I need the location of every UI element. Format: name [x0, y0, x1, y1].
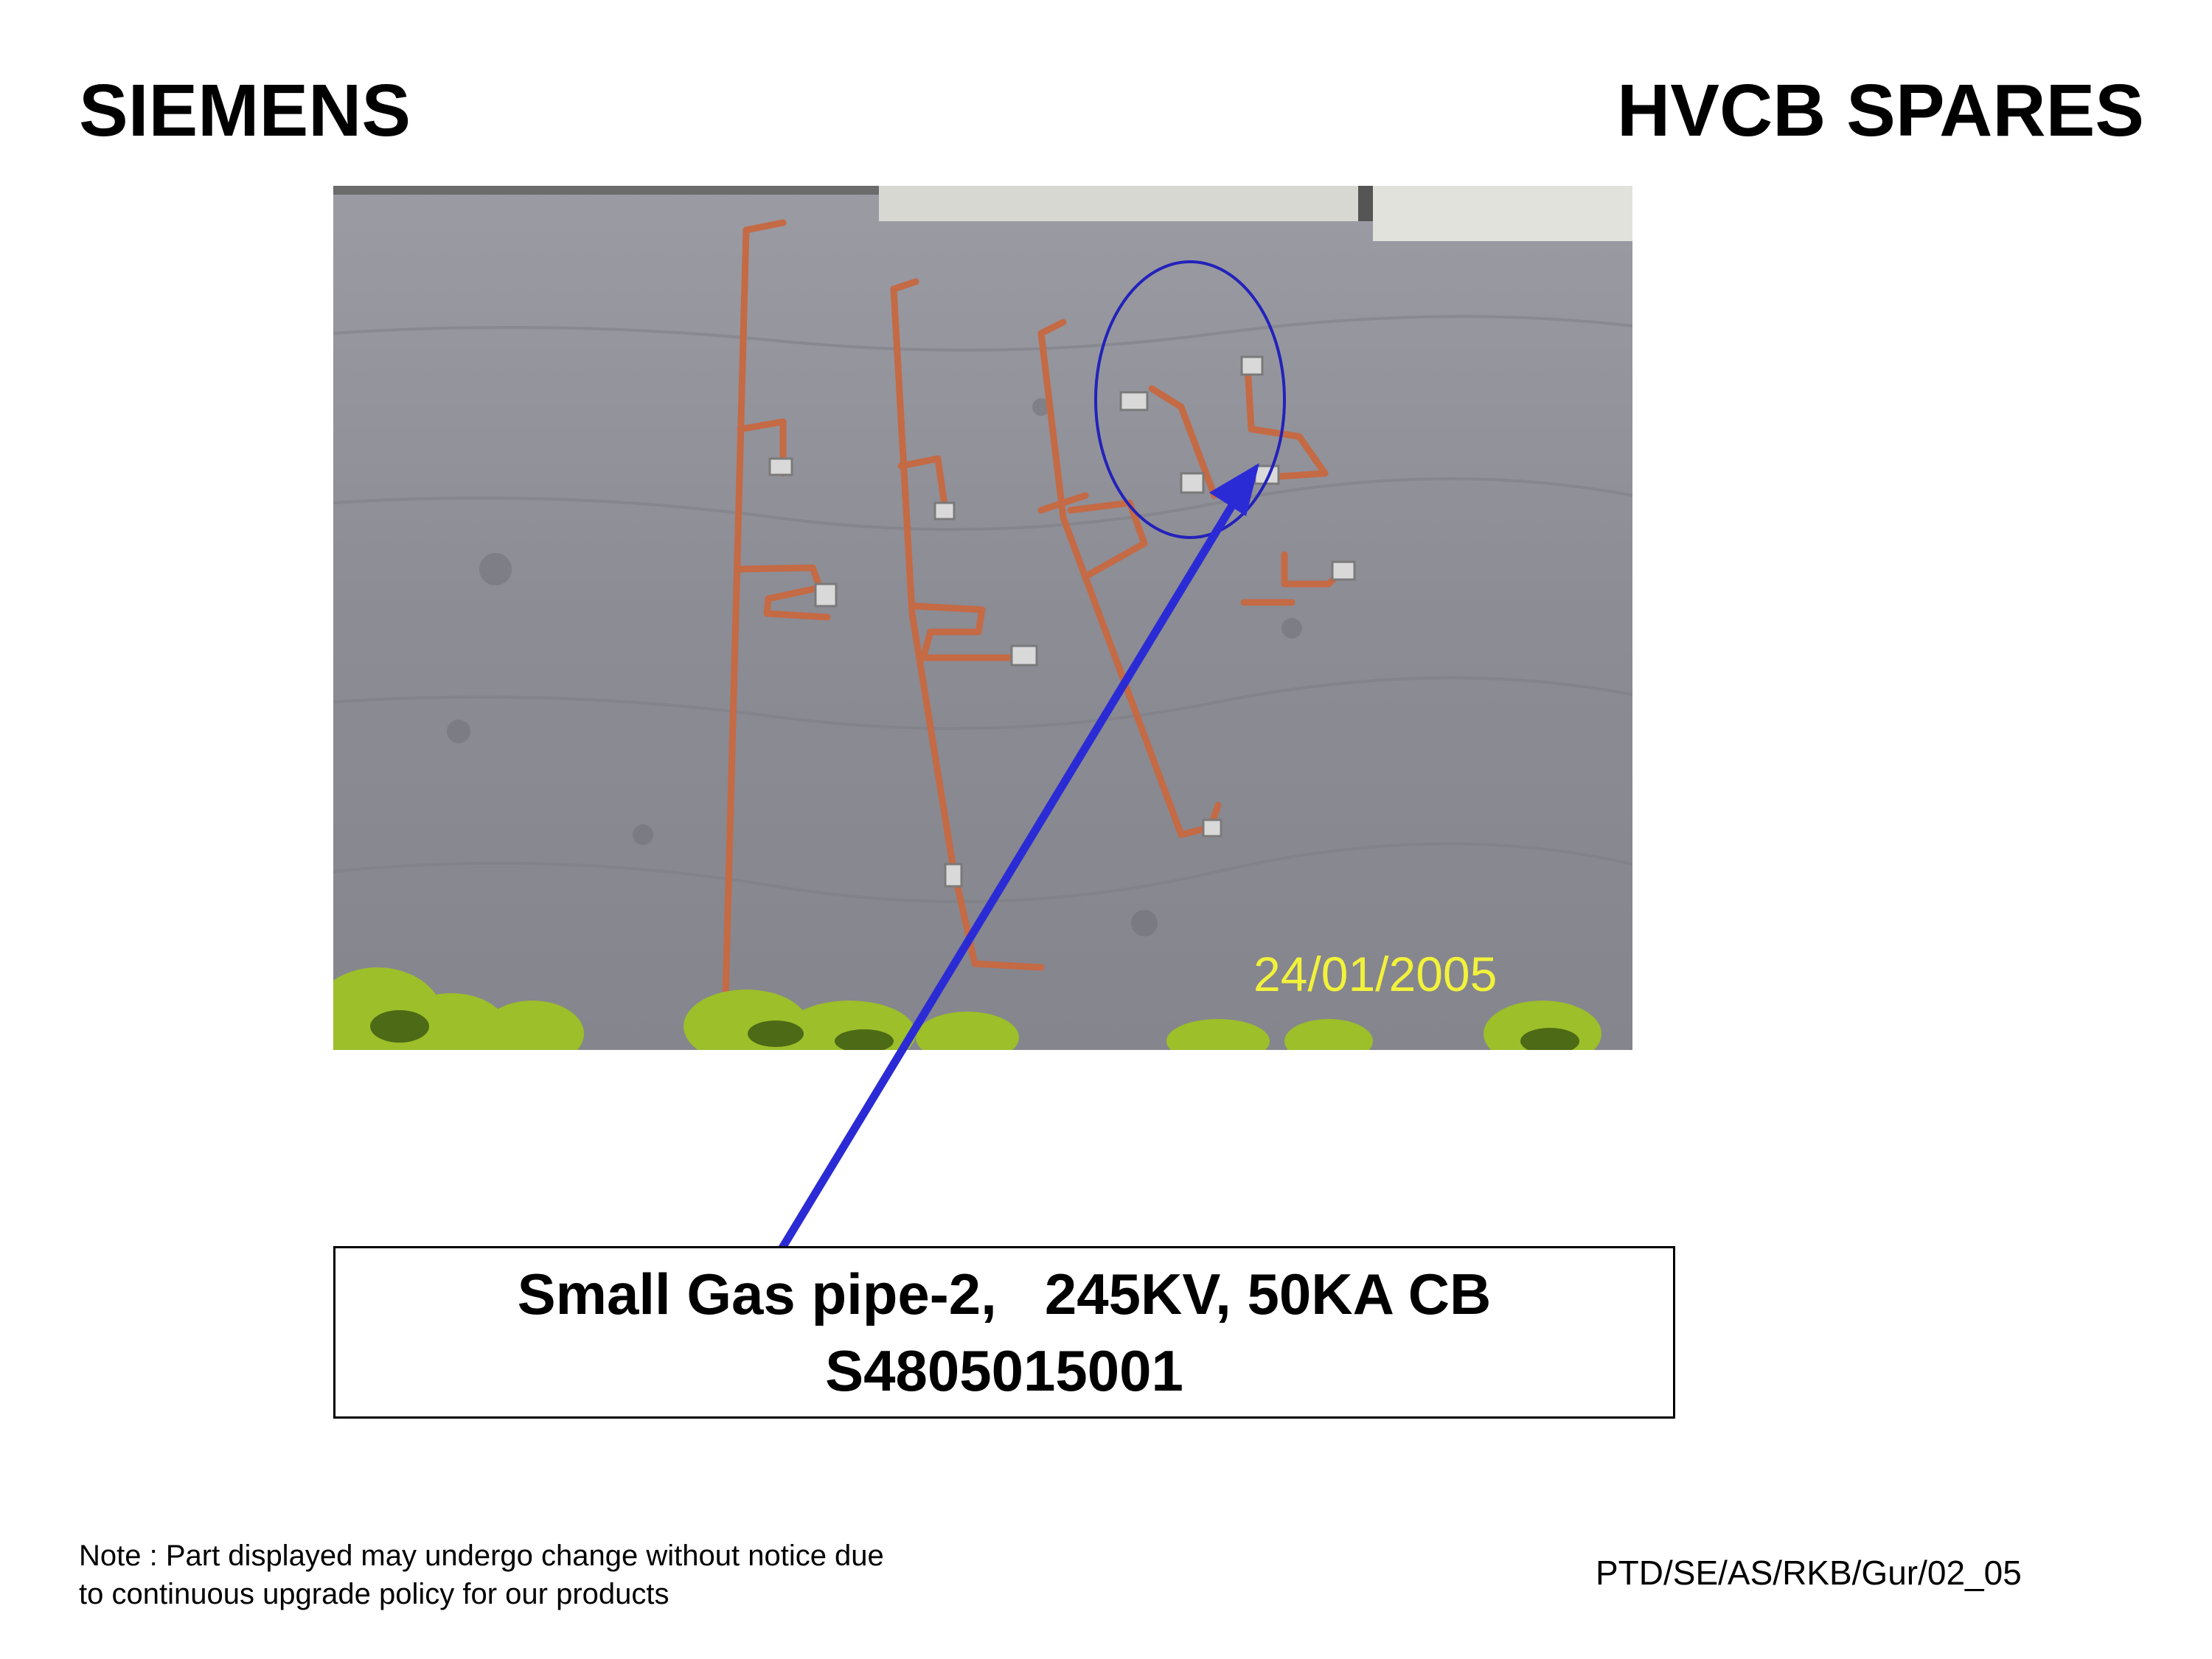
disclaimer-note: Note : Part displayed may undergo change… [79, 1537, 884, 1613]
note-line-1: Note : Part displayed may undergo change… [79, 1540, 884, 1572]
note-line-2: to continuous upgrade policy for our pro… [79, 1578, 669, 1610]
date-stamp: 24/01/2005 [1253, 947, 1497, 1001]
part-number: S4805015001 [825, 1338, 1183, 1403]
part-caption-box: Small Gas pipe-2, 245KV, 50KA CB S480501… [333, 1246, 1675, 1419]
document-reference: PTD/SE/AS/RKB/Gur/02_05 [1596, 1554, 2022, 1592]
spare-part-photo: 24/01/2005 [333, 186, 1632, 1050]
brand-title: SIEMENS [79, 69, 411, 152]
section-title: HVCB SPARES [1617, 69, 2144, 152]
part-description: Small Gas pipe-2, 245KV, 50KA CB [517, 1262, 1492, 1326]
